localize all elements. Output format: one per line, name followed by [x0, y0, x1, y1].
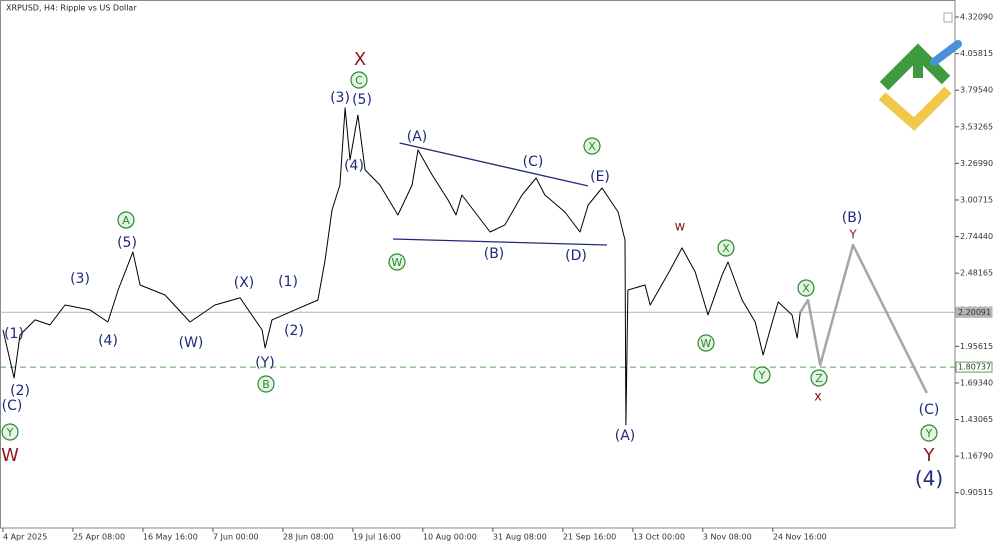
wave-label: (5)	[117, 235, 137, 251]
wave-label: (B)	[842, 210, 863, 226]
wave-label: (A)	[407, 129, 428, 145]
logo-yellow	[878, 86, 952, 131]
wave-circle	[697, 334, 715, 352]
wave-label: (1)	[278, 274, 298, 290]
wave-label: Y	[758, 369, 766, 382]
x-tick-label: 10 Aug 00:00	[423, 533, 477, 542]
wave-label: X	[802, 282, 810, 295]
wave-label: (1)	[4, 326, 24, 342]
price-line	[392, 238, 607, 246]
x-tick-label: 3 Nov 08:00	[703, 533, 752, 542]
y-tick-label: 1.95615	[960, 342, 993, 351]
wave-label: (3)	[70, 271, 90, 287]
x-tick-label: 16 May 16:00	[143, 533, 198, 542]
wave-label: W	[701, 337, 712, 350]
wave-circle	[257, 375, 275, 393]
wave-circle	[583, 137, 601, 155]
wave-label: (4)	[344, 158, 364, 174]
x-tick-label: 7 Jun 00:00	[213, 533, 259, 542]
y-tick-label: 1.69340	[960, 378, 993, 387]
wave-label: (5)	[352, 92, 372, 108]
wave-label: Y	[925, 427, 933, 440]
y-tick-label: 2.48165	[960, 269, 993, 278]
wave-label: x	[814, 390, 822, 405]
wave-circle	[388, 253, 406, 271]
wave-circle	[920, 424, 938, 442]
price-line	[2, 107, 801, 426]
wave-label: (X)	[234, 275, 255, 291]
wave-circle	[810, 369, 828, 387]
y-tick-label: 3.79540	[960, 86, 993, 95]
wave-label: (4)	[915, 467, 943, 491]
wave-label: (C)	[2, 398, 23, 414]
plot-frame	[0, 0, 956, 529]
wave-label: A	[122, 214, 130, 227]
wave-label: (B)	[484, 246, 505, 262]
wave-circle	[350, 71, 368, 89]
wave-label: Y	[923, 445, 936, 466]
logo-blue	[930, 40, 962, 66]
wave-label: (W)	[179, 335, 204, 351]
y-tick-label: 4.05815	[960, 49, 993, 58]
wave-label: Z	[815, 372, 823, 385]
wave-circle	[117, 211, 135, 229]
wave-label: Y	[6, 426, 14, 439]
wave-label: w	[675, 220, 686, 235]
price-level-label: 2.20091	[958, 308, 991, 317]
wave-circle	[717, 239, 735, 257]
wave-label: X	[722, 242, 730, 255]
wave-label: (4)	[98, 333, 118, 349]
wave-label: C	[355, 74, 363, 87]
x-tick-label: 28 Jun 08:00	[283, 533, 334, 542]
x-tick-label: 13 Oct 00:00	[633, 533, 685, 542]
wave-label: X	[588, 140, 596, 153]
wave-label: B	[262, 378, 270, 391]
price-level-label: 1.80737	[958, 363, 991, 372]
y-tick-label: 1.16790	[960, 452, 993, 461]
wave-label: (2)	[10, 383, 30, 399]
y-tick-label: 3.53265	[960, 122, 993, 131]
price-level-box	[955, 306, 993, 318]
wave-label: W	[1, 445, 19, 466]
x-tick-label: 31 Aug 08:00	[493, 533, 547, 542]
x-tick-label: 19 Jul 16:00	[353, 533, 401, 542]
wave-circle	[797, 279, 815, 297]
y-tick-label: 1.43065	[960, 415, 993, 424]
wave-label: (3)	[330, 90, 350, 106]
wave-label: (E)	[590, 169, 610, 185]
wave-label: (D)	[565, 248, 587, 264]
chart-title: XRPUSD, H4: Ripple vs US Dollar	[6, 4, 137, 13]
y-tick-label: 4.32090	[960, 13, 993, 22]
wave-label: (C)	[919, 402, 940, 418]
toolbar-button[interactable]	[943, 12, 953, 23]
price-line	[399, 142, 589, 187]
wave-label: W	[392, 256, 403, 269]
wave-label: (Y)	[255, 355, 274, 371]
wave-label: X	[354, 49, 366, 70]
wave-circle	[1, 423, 19, 441]
y-tick-label: 0.90515	[960, 488, 993, 497]
wave-label: (A)	[615, 428, 636, 444]
x-tick-label: 21 Sep 16:00	[563, 533, 616, 542]
wave-circle	[753, 366, 771, 384]
y-tick-label: 2.74440	[960, 232, 993, 241]
y-tick-label: 3.00715	[960, 195, 993, 204]
wave-label: (C)	[523, 154, 544, 170]
y-tick-label: 3.26990	[960, 159, 993, 168]
wave-label: (2)	[284, 323, 304, 339]
x-tick-label: 4 Apr 2025	[3, 533, 47, 542]
x-tick-label: 24 Nov 16:00	[773, 533, 827, 542]
logo	[878, 40, 962, 131]
x-tick-label: 25 Apr 08:00	[73, 533, 125, 542]
wave-label: Y	[848, 228, 857, 242]
price-line	[799, 243, 928, 394]
price-level-box	[955, 361, 993, 373]
